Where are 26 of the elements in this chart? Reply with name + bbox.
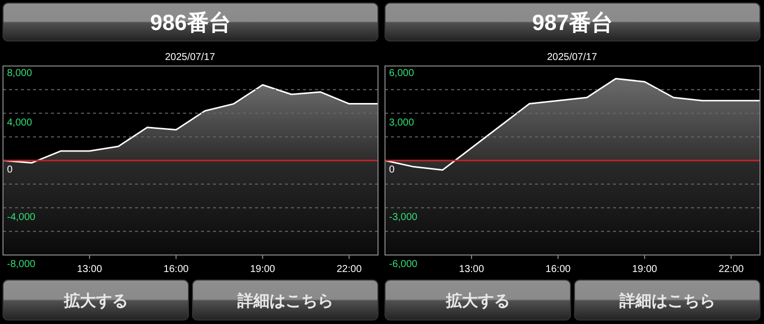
x-tick-label: 13:00: [77, 264, 102, 275]
x-tick-label: 22:00: [336, 264, 362, 275]
x-tick-label: 16:00: [546, 264, 572, 275]
y-tick-label: -3,000: [389, 212, 418, 223]
text: 拡大する: [62, 292, 128, 310]
y-tick-label: 6,000: [389, 68, 414, 79]
text: 拡大する: [444, 292, 510, 310]
x-tick-label: 19:00: [250, 264, 276, 275]
y-tick-label: -4,000: [7, 212, 36, 223]
x-tick-label: 13:00: [459, 264, 484, 275]
chart-title: 987番台: [532, 10, 613, 35]
y-tick-label: 0: [7, 164, 13, 176]
x-tick-label: 16:00: [164, 264, 190, 275]
chart-subtitle: 2025/07/17: [164, 52, 216, 63]
text: 詳細はこちら: [236, 292, 334, 310]
y-tick-label: -6,000: [389, 259, 418, 270]
y-tick-label: 4,000: [7, 117, 32, 128]
y-tick-label: 8,000: [7, 68, 32, 79]
y-tick-label: -8,000: [7, 259, 36, 270]
text: 詳細はこちら: [618, 292, 716, 310]
chart-title: 986番台: [150, 10, 231, 35]
chart-subtitle: 2025/07/17: [546, 52, 598, 63]
y-tick-label: 3,000: [389, 117, 414, 128]
x-tick-label: 22:00: [718, 264, 744, 275]
y-tick-label: 0: [389, 164, 395, 176]
x-tick-label: 19:00: [632, 264, 658, 275]
